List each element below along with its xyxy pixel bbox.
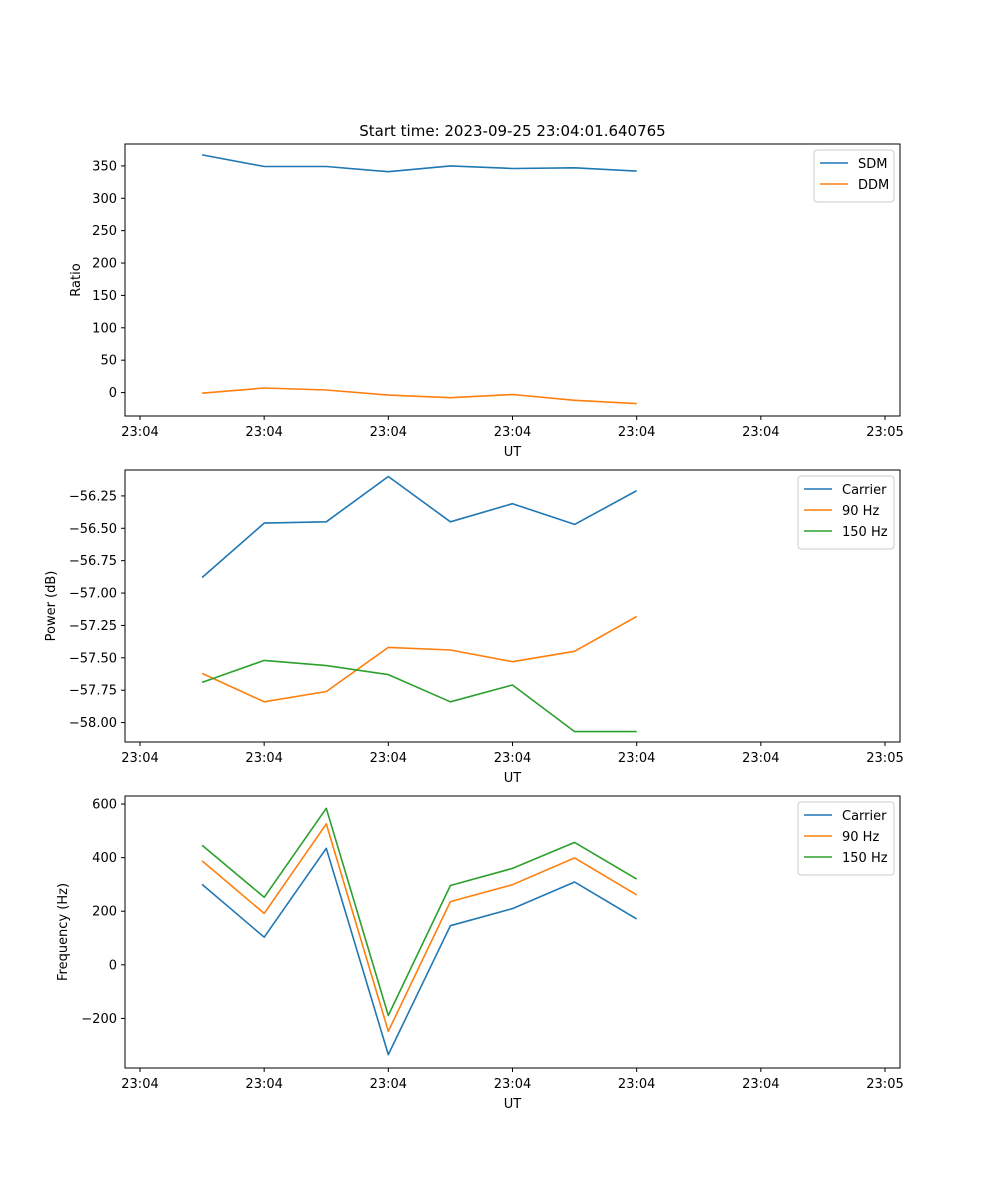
x-tick-label: 23:04 — [370, 1077, 407, 1092]
y-tick-label: 150 — [92, 289, 117, 304]
x-tick-label: 23:05 — [866, 1077, 903, 1092]
x-tick-label: 23:05 — [866, 425, 903, 440]
y-tick-label: −58.00 — [69, 716, 117, 731]
series-line-150-hz — [201, 807, 638, 1017]
legend-label: Carrier — [842, 483, 887, 498]
series-line-carrier — [201, 847, 638, 1056]
x-tick-label: 23:04 — [494, 425, 531, 440]
y-tick-label: −56.75 — [69, 554, 117, 569]
x-tick-label: 23:04 — [618, 751, 655, 766]
legend-label: SDM — [858, 157, 887, 172]
y-tick-label: 400 — [92, 851, 117, 866]
y-tick-label: −200 — [81, 1012, 117, 1027]
legend-label: 150 Hz — [842, 851, 888, 866]
x-axis-label: UT — [504, 771, 522, 786]
series-line-ddm — [202, 387, 637, 405]
legend-label: DDM — [858, 178, 889, 193]
series-line-carrier — [201, 475, 638, 579]
x-tick-label: 23:04 — [494, 1077, 531, 1092]
y-tick-label: −57.25 — [69, 619, 117, 634]
x-tick-label: 23:04 — [618, 1077, 655, 1092]
x-tick-label: 23:04 — [370, 751, 407, 766]
series-line-sdm — [201, 154, 637, 173]
y-tick-label: −57.75 — [69, 684, 117, 699]
axes-frame — [124, 795, 901, 1069]
x-tick-label: 23:04 — [245, 751, 282, 766]
series-line-90-hz — [201, 823, 638, 1033]
y-tick-label: 300 — [92, 192, 117, 207]
x-tick-label: 23:04 — [121, 1077, 158, 1092]
y-tick-label: −56.25 — [69, 489, 117, 504]
x-tick-label: 23:04 — [370, 425, 407, 440]
y-tick-label: −57.50 — [69, 651, 117, 666]
y-tick-label: 600 — [92, 798, 117, 813]
y-tick-label: 0 — [109, 958, 117, 973]
y-tick-label: 50 — [100, 354, 117, 369]
legend: SDM DDM — [813, 149, 895, 203]
legend: Carrier 90 Hz 150 Hz — [797, 475, 895, 550]
y-axis-label: Frequency (Hz) — [56, 883, 71, 981]
y-tick-label: 200 — [92, 257, 117, 272]
x-axis-label: UT — [504, 1097, 522, 1112]
series-line-150-hz — [201, 659, 637, 733]
y-tick-label: 0 — [109, 386, 117, 401]
axes-frame — [124, 143, 901, 417]
chart-panel-3: 23:04 23:04 23:04 23:04 23:04 23:04 23:05 UT −20… — [56, 795, 904, 1112]
x-tick-label: 23:04 — [121, 751, 158, 766]
x-tick-label: 23:04 — [121, 425, 158, 440]
y-tick-label: −56.50 — [69, 522, 117, 537]
chart-panel-1: Start time: 2023-09-25 23:04:01.640765 23… — [69, 122, 904, 460]
x-tick-label: 23:04 — [245, 425, 282, 440]
y-tick-label: −57.00 — [69, 587, 117, 602]
legend-label: 90 Hz — [842, 830, 879, 845]
x-tick-label: 23:04 — [494, 751, 531, 766]
legend: Carrier 90 Hz 150 Hz — [797, 801, 895, 876]
y-tick-label: 200 — [92, 905, 117, 920]
y-tick-label: 250 — [92, 224, 117, 239]
legend-label: 150 Hz — [842, 525, 888, 540]
axes-frame — [124, 469, 901, 743]
chart-title: Start time: 2023-09-25 23:04:01.640765 — [359, 122, 665, 140]
x-tick-label: 23:04 — [742, 1077, 779, 1092]
y-axis-label: Ratio — [69, 263, 84, 296]
x-tick-label: 23:04 — [742, 425, 779, 440]
series-line-90-hz — [201, 615, 638, 703]
x-axis-label: UT — [504, 445, 522, 460]
y-axis-label: Power (dB) — [44, 571, 59, 642]
y-tick-label: 100 — [92, 321, 117, 336]
x-tick-label: 23:05 — [866, 751, 903, 766]
legend-label: 90 Hz — [842, 504, 879, 519]
y-tick-label: 350 — [92, 159, 117, 174]
x-tick-label: 23:04 — [245, 1077, 282, 1092]
legend-label: Carrier — [842, 809, 887, 824]
x-tick-label: 23:04 — [618, 425, 655, 440]
chart-panel-2: 23:04 23:04 23:04 23:04 23:04 23:04 23:05 UT −58… — [44, 469, 904, 786]
x-tick-label: 23:04 — [742, 751, 779, 766]
